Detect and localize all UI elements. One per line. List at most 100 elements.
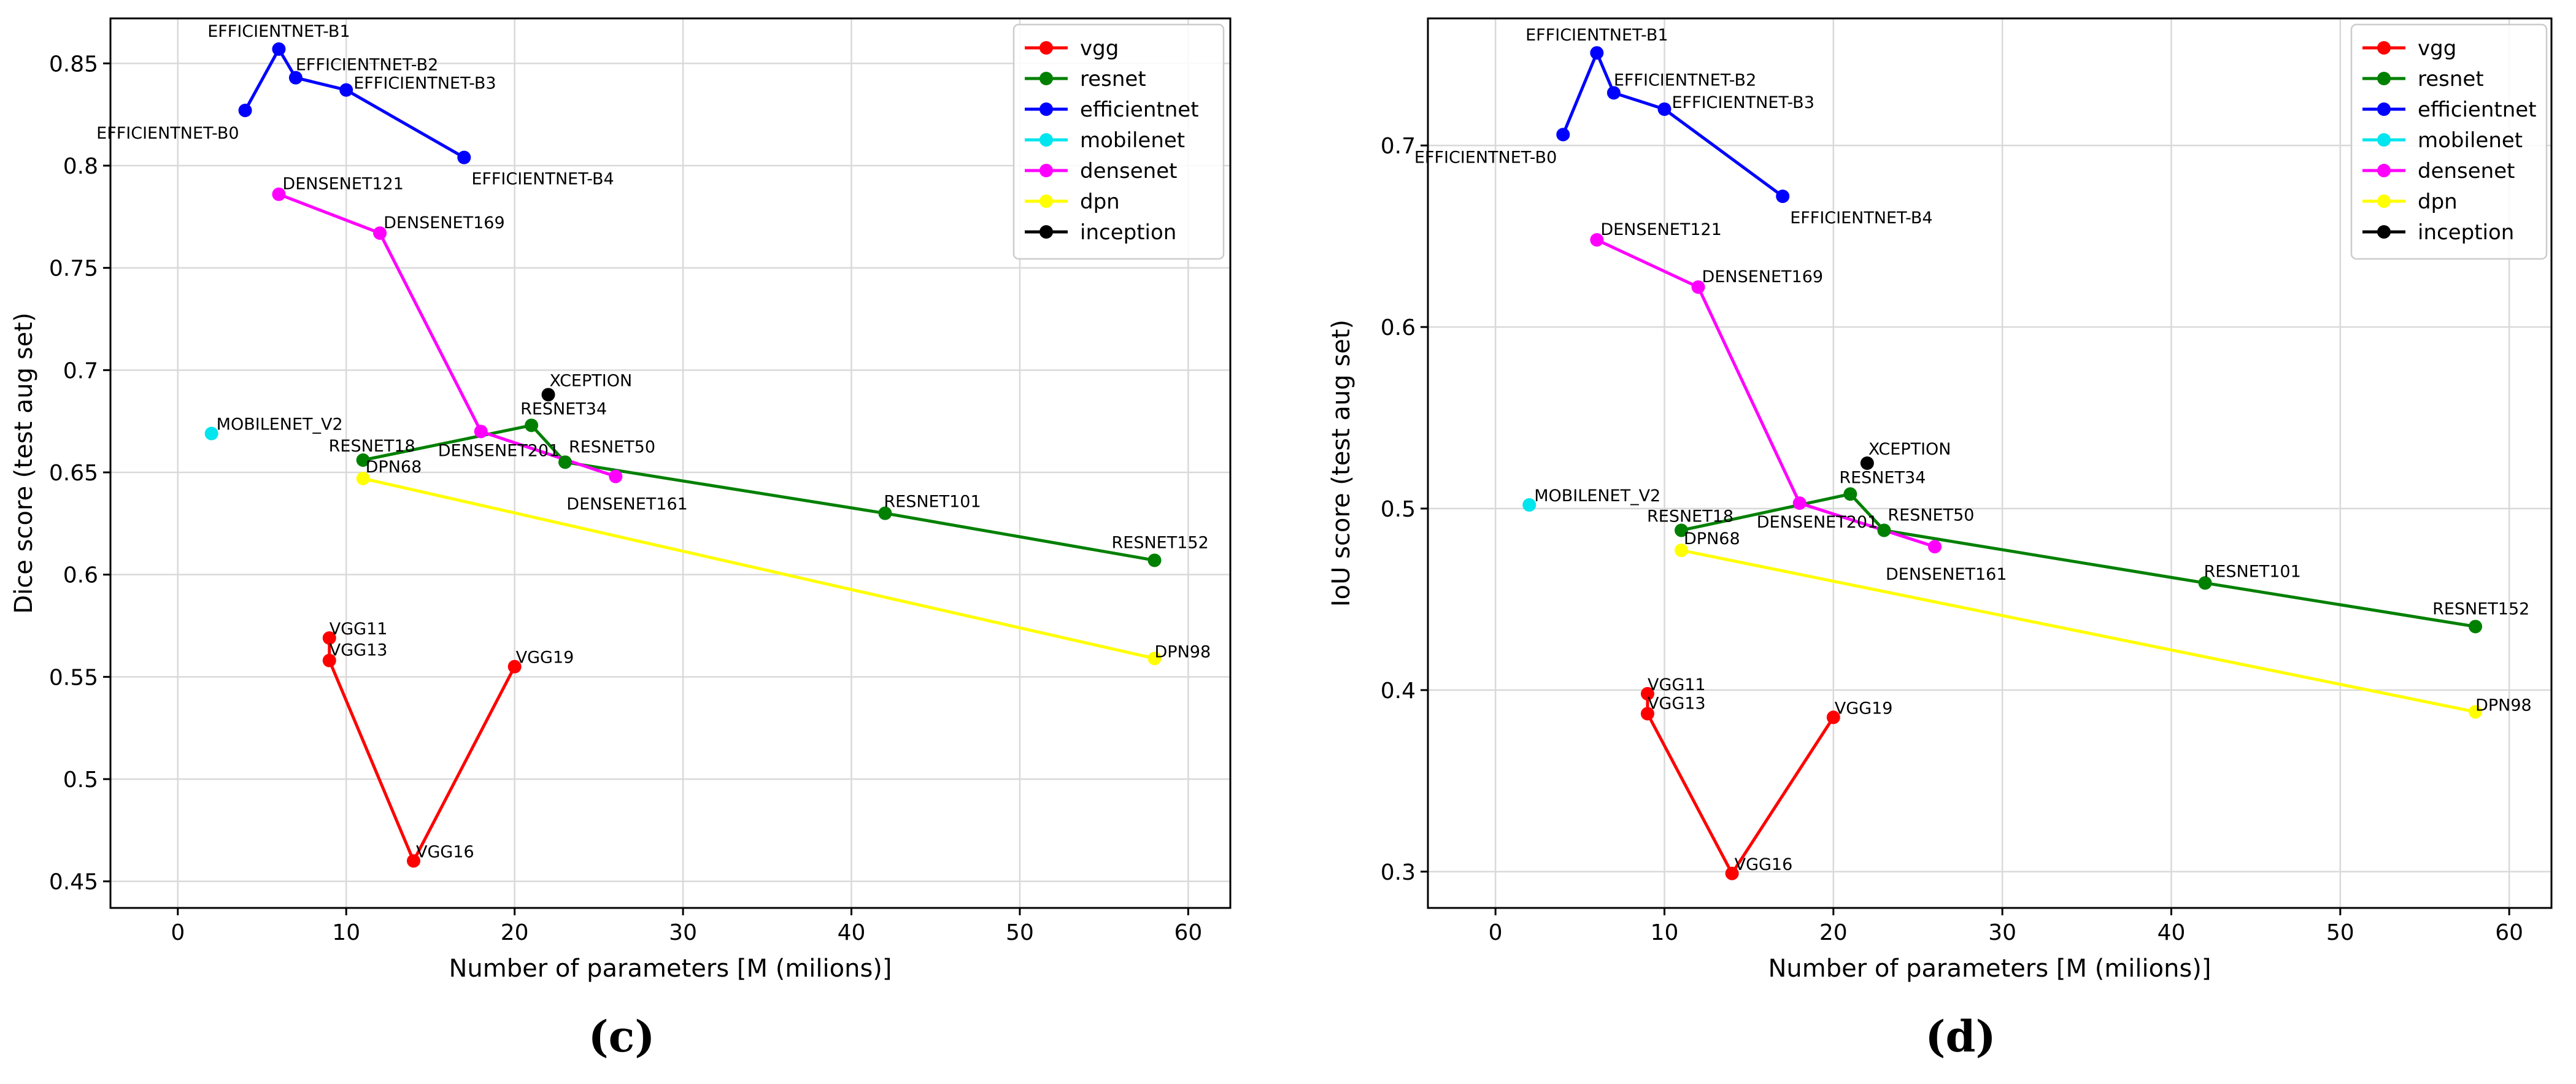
panel-d-point-resnet101	[2198, 576, 2212, 590]
panel-d-legend-label-dpn: dpn	[2418, 190, 2458, 214]
panel-c-label-efficientnet-b2: EFFICIENTNET-B2	[296, 56, 438, 75]
panel-d-xtick-label-0: 0	[1489, 920, 1503, 945]
panel-c-point-vgg16	[406, 854, 420, 868]
panel-d-axes-frame	[1427, 17, 2553, 909]
panel-d-legend-marker-mobilenet	[2377, 133, 2391, 147]
panel-c-label-efficientnet-b3: EFFICIENTNET-B3	[353, 74, 496, 93]
panel-d-point-densenet121	[1590, 233, 1604, 247]
panel-c-label-efficientnet-b4: EFFICIENTNET-B4	[471, 170, 614, 189]
panel-d-label-efficientnet-b4: EFFICIENTNET-B4	[1790, 209, 1932, 228]
panel-d-point-efficientnet-b1	[1590, 46, 1604, 60]
panel-c-legend-marker-vgg	[1039, 41, 1053, 55]
panel-c-point-dpn68	[356, 472, 370, 485]
panel-d-legend-marker-resnet	[2377, 72, 2391, 85]
panel-d-point-dpn68	[1675, 544, 1689, 558]
panel-c-ytick-label-0-45: 0.45	[49, 870, 98, 895]
panel-d-legend-marker-densenet	[2377, 164, 2391, 177]
panel-c-label-mobilenet-v2: MOBILENET_V2	[217, 415, 343, 434]
panel-d-xtick-label-60: 60	[2495, 920, 2523, 945]
panel-c-point-xception	[541, 388, 555, 402]
panel-d-label-vgg19: VGG19	[1835, 699, 1893, 718]
panel-d-xtick-label-10: 10	[1651, 920, 1679, 945]
panel-d-ytick-label-0-4: 0.4	[1381, 678, 1416, 704]
panel-d-y-axis-label: IoU score (test aug set)	[1327, 320, 1355, 607]
panel-c-legend-marker-inception	[1039, 225, 1053, 239]
panel-c-label-densenet201: DENSENET201	[438, 441, 560, 460]
panel-d-line-dpn	[1681, 548, 2476, 713]
panel-d-label-vgg11: VGG11	[1648, 675, 1706, 694]
panel-d-ytick-label-0-6: 0.6	[1381, 315, 1416, 340]
panel-c-point-dpn98	[1147, 652, 1162, 666]
panel-d-label-vgg13: VGG13	[1648, 694, 1706, 713]
panel-d-point-densenet169	[1691, 280, 1705, 294]
panel-c-point-vgg19	[507, 659, 522, 674]
panel-d-label-efficientnet-b2: EFFICIENTNET-B2	[1614, 71, 1756, 90]
panel-c-axes-frame	[109, 17, 1232, 909]
panel-c-point-efficientnet-b3	[339, 83, 353, 97]
panel-c-ytick-label-0-65: 0.65	[49, 461, 98, 486]
panel-d-xtick-label-50: 50	[2326, 920, 2354, 945]
panel-d-point-dpn98	[2469, 705, 2483, 719]
panel-d-label-resnet18: RESNET18	[1647, 507, 1733, 526]
panel-d-label-efficientnet-b0: EFFICIENTNET-B0	[1414, 148, 1557, 167]
panel-c-legend-marker-resnet	[1039, 72, 1053, 85]
panel-c-y-axis-label: Dice score (test aug set)	[10, 312, 38, 613]
panel-c-point-efficientnet-b2	[288, 71, 303, 85]
panel-c-label-resnet34: RESNET34	[520, 399, 607, 418]
panel-c-label-resnet18: RESNET18	[329, 437, 415, 456]
panel-c-legend-label-vgg: vgg	[1080, 36, 1119, 61]
panel-c-xtick-label-30: 30	[669, 920, 697, 945]
panel-d-ytick-label-0-5: 0.5	[1381, 497, 1416, 522]
panel-d-line-densenet	[1596, 238, 1935, 548]
panel-d-label-resnet34: RESNET34	[1839, 468, 1926, 487]
panel-c-xtick-label-50: 50	[1006, 920, 1034, 945]
panel-c-line-vgg	[328, 638, 516, 863]
panel-c-point-resnet101	[878, 506, 892, 520]
panel-c-label-vgg19: VGG19	[516, 648, 574, 667]
panel-d-legend-marker-efficientnet	[2377, 102, 2391, 116]
panel-c-legend-marker-dpn	[1039, 194, 1053, 208]
panel-d-point-resnet50	[1877, 523, 1891, 537]
panel-c-xtick-label-60: 60	[1174, 920, 1202, 945]
panel-d-label-densenet121: DENSENET121	[1600, 220, 1722, 239]
panel-c-point-efficientnet-b1	[272, 42, 286, 56]
panel-d-label-densenet201: DENSENET201	[1757, 513, 1878, 532]
panel-c-ytick-label-0-7: 0.7	[63, 358, 98, 383]
panel-c-line-densenet	[278, 193, 617, 479]
panel-c-label-vgg13: VGG13	[330, 641, 388, 660]
panel-d-legend-label-resnet: resnet	[2418, 67, 2484, 91]
panel-d-label-xception: XCEPTION	[1868, 440, 1951, 459]
panel-d-label-dpn98: DPN98	[2475, 696, 2532, 715]
panel-c-label-vgg16: VGG16	[416, 842, 474, 861]
panel-c-legend-label-resnet: resnet	[1080, 67, 1146, 91]
panel-c-point-resnet50	[558, 455, 572, 469]
panel-c-point-densenet161	[609, 469, 623, 483]
panel-d-point-vgg13	[1640, 707, 1654, 721]
panel-d-label-densenet161: DENSENET161	[1886, 565, 2007, 584]
panel-c-point-efficientnet-b0	[238, 104, 252, 117]
panel-c-point-vgg11	[322, 631, 336, 645]
panel-c-label-densenet121: DENSENET121	[282, 175, 404, 194]
caption-c: (c)	[588, 1011, 655, 1062]
panel-d-point-resnet152	[2469, 620, 2483, 634]
panel-d-xtick-label-20: 20	[1819, 920, 1848, 945]
panel-d-x-axis-label: Number of parameters [M (milions)]	[1768, 955, 2211, 983]
panel-c-point-densenet121	[272, 187, 286, 201]
panel-d-label-vgg16: VGG16	[1735, 855, 1793, 874]
panel-d-xtick-label-30: 30	[1988, 920, 2016, 945]
chart-panel-c: VGG11 VGG13 VGG16 VGG19 RESNET18 RESNET34 RESN…	[10, 17, 1232, 983]
panel-c-point-vgg13	[322, 653, 336, 667]
panel-d-ytick-label-0-7: 0.7	[1381, 134, 1416, 159]
panel-d-point-vgg11	[1640, 686, 1654, 701]
panel-c-label-resnet101: RESNET101	[884, 493, 981, 512]
panel-c-legend: vgg resnet efficientnet mobilenet densenet dp…	[1012, 23, 1225, 260]
panel-d-legend-label-efficientnet: efficientnet	[2418, 98, 2537, 122]
panel-d-point-vgg16	[1725, 866, 1739, 880]
panel-d-ytick-label-0-3: 0.3	[1381, 860, 1416, 885]
panel-c-point-densenet169	[373, 226, 387, 240]
panel-c-label-resnet50: RESNET50	[569, 437, 655, 456]
panel-d-point-densenet161	[1928, 540, 1942, 554]
panel-c-ytick-label-0-6: 0.6	[63, 563, 98, 588]
panel-c-point-densenet201	[474, 425, 488, 439]
